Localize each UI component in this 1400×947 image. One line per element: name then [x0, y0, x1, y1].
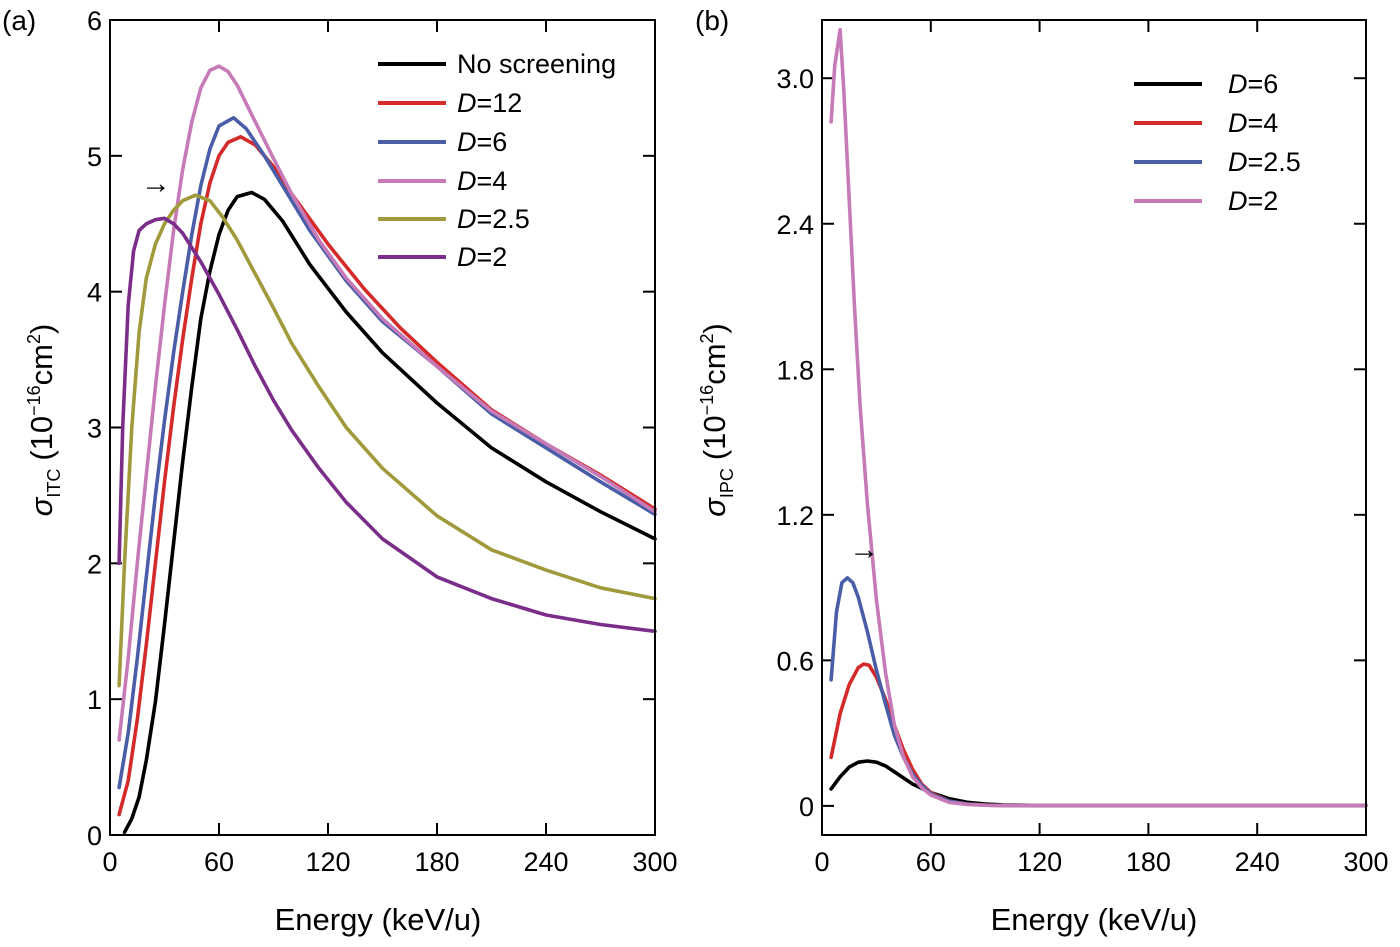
- panel-b-x-tick-labels: 0 60 120 180 240 300: [814, 847, 1388, 877]
- x-tick-label-b-1: 60: [916, 847, 946, 877]
- y-tick-label-a-1: 1: [87, 685, 102, 715]
- y-tick-label-a-6: 6: [87, 6, 102, 36]
- y-unit-exp-b: −16: [697, 385, 717, 416]
- y-subscript-a: ITC: [44, 469, 64, 498]
- panel-a: (a) 0 60 120 180 240 300 0 1 2 3 4 5 6 Energy (keV/…: [2, 5, 678, 937]
- x-tick-label-a-1: 60: [204, 847, 234, 877]
- y-tick-label-a-5: 5: [87, 142, 102, 172]
- legend-b-suffix-0: =6: [1248, 69, 1279, 99]
- x-tick-label-a-0: 0: [102, 847, 117, 877]
- y-subscript-b: IPC: [717, 468, 737, 498]
- legend-a-prefix-5: D: [457, 242, 477, 272]
- x-tick-label-b-0: 0: [814, 847, 829, 877]
- y-symbol-b: σ: [697, 497, 732, 517]
- legend-b-suffix-1: =4: [1248, 108, 1279, 138]
- legend-a-suffix-3: =4: [477, 166, 508, 196]
- series-line-a-5: [117, 216, 657, 634]
- panel-b-series: [829, 27, 1368, 808]
- y-unit-open-a: (10: [24, 416, 59, 461]
- legend-a-label-2: D=6: [457, 127, 507, 157]
- legend-b-label-3: D=2: [1228, 186, 1278, 216]
- y-tick-label-b-5: 3.0: [776, 64, 814, 94]
- y-unit-close-a: ): [24, 324, 59, 334]
- y-tick-label-b-1: 0.6: [776, 646, 814, 676]
- panel-b: (b) 0 60 120 180 240 300 0 0.6 1.2 1.8 2.4 3.0 Ene…: [695, 5, 1389, 937]
- legend-a-suffix-4: =2.5: [477, 204, 530, 234]
- y-tick-label-a-3: 3: [87, 414, 102, 444]
- legend-b-label-1: D=4: [1228, 108, 1278, 138]
- x-tick-label-a-4: 240: [523, 847, 568, 877]
- panel-a-series: [117, 64, 657, 835]
- legend-a-suffix-1: =12: [477, 88, 523, 118]
- panel-a-y-tick-labels: 0 1 2 3 4 5 6: [87, 6, 102, 851]
- y-tick-label-b-2: 1.2: [776, 501, 814, 531]
- panel-label-a: (a): [2, 5, 36, 36]
- x-tick-label-b-5: 300: [1343, 847, 1388, 877]
- y-unit-close-b: ): [697, 323, 732, 333]
- x-tick-label-a-2: 120: [305, 847, 350, 877]
- x-tick-label-b-3: 180: [1126, 847, 1171, 877]
- legend-b-prefix-3: D: [1228, 186, 1248, 216]
- x-tick-label-a-3: 180: [414, 847, 459, 877]
- panel-a-plot-frame: [109, 19, 656, 836]
- y-unit-open-b: (10: [697, 415, 732, 460]
- y-tick-label-a-4: 4: [87, 278, 102, 308]
- legend-a-suffix-2: =6: [477, 127, 508, 157]
- legend-a-label-4: D=2.5: [457, 204, 530, 234]
- panel-b-arrow-annotation: →: [849, 533, 879, 566]
- series-line-a-0: [122, 190, 657, 835]
- panel-a-x-axis-title: Energy (keV/u): [275, 902, 482, 937]
- legend-a-label-0: No screening: [457, 49, 616, 79]
- panel-b-plot-frame: [821, 19, 1367, 836]
- x-tick-label-b-2: 120: [1017, 847, 1062, 877]
- panel-a-x-tick-labels: 0 60 120 180 240 300: [102, 847, 677, 877]
- legend-b-suffix-3: =2: [1248, 186, 1279, 216]
- legend-b-prefix-0: D: [1228, 69, 1248, 99]
- panel-b-y-axis-title: σIPC (10−16cm2): [697, 323, 737, 517]
- legend-a-prefix-4: D: [457, 204, 477, 234]
- y-unit-exp2-a: 2: [24, 334, 44, 344]
- series-line-a-1: [117, 135, 657, 817]
- y-unit-exp-a: −16: [24, 385, 44, 416]
- y-symbol-a: σ: [24, 496, 59, 516]
- panel-b-y-tick-labels: 0 0.6 1.2 1.8 2.4 3.0: [776, 64, 814, 822]
- series-line-b-3: [829, 27, 1368, 808]
- x-tick-label-b-4: 240: [1235, 847, 1280, 877]
- legend-b-prefix-2: D: [1228, 147, 1248, 177]
- legend-a-prefix-1: D: [457, 88, 477, 118]
- panel-b-x-axis-title: Energy (keV/u): [991, 902, 1198, 937]
- legend-a-label-1: D=12: [457, 88, 522, 118]
- legend-a-label-5: D=2: [457, 242, 507, 272]
- x-tick-label-a-5: 300: [632, 847, 677, 877]
- legend-b-label-0: D=6: [1228, 69, 1278, 99]
- legend-b-suffix-2: =2.5: [1248, 147, 1301, 177]
- y-tick-label-a-0: 0: [87, 821, 102, 851]
- legend-b-prefix-1: D: [1228, 108, 1248, 138]
- y-tick-label-a-2: 2: [87, 549, 102, 579]
- series-line-a-3: [117, 64, 657, 742]
- panel-label-b: (b): [695, 5, 729, 36]
- panel-b-ticks: [821, 20, 1367, 835]
- y-tick-label-b-3: 1.8: [776, 355, 814, 385]
- legend-a-label-3: D=4: [457, 166, 507, 196]
- legend-a-prefix-3: D: [457, 166, 477, 196]
- panel-a-legend: No screening D=12 D=6 D=4 D=2.5 D=2: [378, 49, 616, 272]
- legend-a-suffix-5: =2: [477, 242, 508, 272]
- panel-b-legend: D=6 D=4 D=2.5 D=2: [1134, 69, 1301, 216]
- series-line-a-4: [117, 193, 657, 688]
- y-tick-label-b-0: 0: [799, 792, 814, 822]
- y-tick-label-b-4: 2.4: [776, 210, 814, 240]
- legend-b-label-2: D=2.5: [1228, 147, 1301, 177]
- y-unit-mid-a: cm: [24, 344, 59, 385]
- y-unit-exp2-b: 2: [697, 333, 717, 343]
- legend-a-prefix-2: D: [457, 127, 477, 157]
- panel-a-arrow-annotation: →: [141, 167, 171, 200]
- panel-a-y-axis-title: σITC (10−16cm2): [24, 324, 64, 517]
- legend-a-suffix-0: No screening: [457, 49, 616, 79]
- y-unit-mid-b: cm: [697, 343, 732, 384]
